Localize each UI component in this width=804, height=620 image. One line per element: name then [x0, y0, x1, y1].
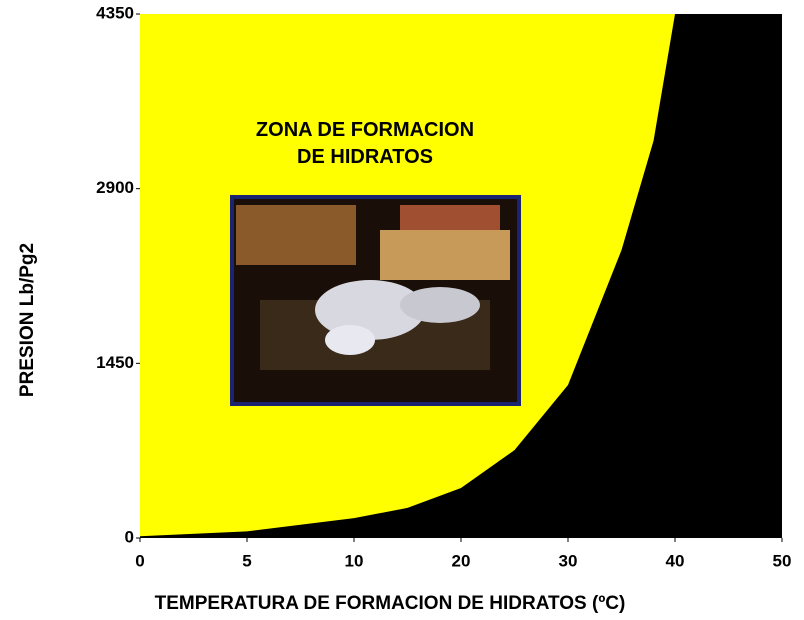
- x-tick-label: 20: [452, 551, 471, 570]
- annotation-line: ZONA DE FORMACION: [256, 119, 474, 141]
- annotation: ZONA DE FORMACION DE HIDRATOS: [256, 119, 474, 168]
- x-tick-label: 0: [135, 551, 144, 570]
- x-tick-label: 10: [345, 551, 364, 570]
- y-tick-label: 0: [125, 527, 134, 546]
- y-axis-label: PRESION Lb/Pg2: [17, 243, 38, 397]
- x-tick-label: 40: [666, 551, 685, 570]
- x-tick-label: 30: [559, 551, 578, 570]
- x-axis-label: TEMPERATURA DE FORMACION DE HIDRATOS (ºC…: [155, 593, 626, 614]
- photo: [230, 195, 521, 406]
- x-tick-label: 50: [773, 551, 792, 570]
- y-tick-label: 1450: [96, 353, 134, 372]
- annotation-line: DE HIDRATOS: [297, 146, 433, 168]
- y-tick-label: 4350: [96, 3, 134, 22]
- area: [140, 14, 782, 538]
- y-tick-label: 2900: [96, 178, 134, 197]
- x-tick-label: 5: [242, 551, 251, 570]
